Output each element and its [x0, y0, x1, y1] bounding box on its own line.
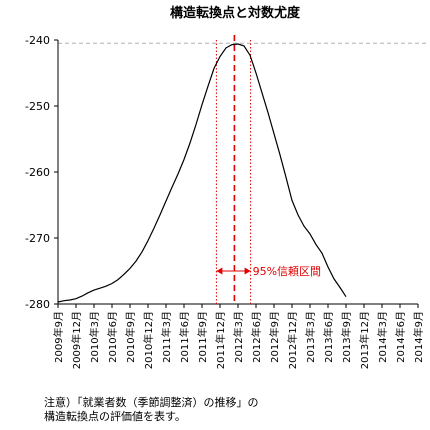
- x-tick-label: 2014年6月: [394, 311, 407, 363]
- y-tick-label: -270: [25, 232, 50, 245]
- x-tick-label: 2010年12月: [142, 311, 155, 369]
- x-tick-label: 2012年12月: [286, 311, 299, 369]
- interval-arrowhead-left: [216, 267, 223, 275]
- interval-label: 95%信頼区間: [253, 265, 321, 278]
- x-tick-label: 2013年3月: [304, 311, 317, 363]
- y-tick-label: -250: [25, 100, 50, 113]
- x-tick-label: 2013年9月: [340, 311, 353, 363]
- x-tick-label: 2011年9月: [196, 311, 209, 363]
- x-tick-label: 2010年3月: [88, 311, 101, 363]
- footnote: 注意）「就業者数（季節調整済）の推移」の 構造転換点の評価値を表す。: [44, 396, 259, 424]
- x-tick-label: 2014年9月: [412, 311, 425, 363]
- interval-arrowhead-right: [244, 267, 251, 275]
- x-tick-label: 2009年12月: [70, 311, 83, 369]
- x-tick-label: 2012年9月: [268, 311, 281, 363]
- x-tick-label: 2011年3月: [160, 311, 173, 363]
- y-tick-label: -260: [25, 166, 50, 179]
- x-tick-label: 2011年6月: [178, 311, 191, 363]
- y-tick-label: -280: [25, 298, 50, 311]
- x-tick-label: 2013年6月: [322, 311, 335, 363]
- chart-title: 構造転換点と対数尤度: [170, 5, 301, 21]
- x-tick-label: 2013年12月: [358, 311, 371, 369]
- y-tick-label: -240: [25, 34, 50, 47]
- series-line: [57, 43, 347, 303]
- x-tick-label: 2010年9月: [124, 311, 137, 363]
- x-tick-label: 2009年9月: [52, 311, 65, 363]
- footnote-line-1: 注意）「就業者数（季節調整済）の推移」の: [44, 396, 259, 409]
- x-tick-label: 2012年3月: [232, 311, 245, 363]
- x-tick-label: 2010年6月: [106, 311, 119, 363]
- x-tick-label: 2011年12月: [214, 311, 227, 369]
- x-tick-label: 2012年6月: [250, 311, 263, 363]
- footnote-line-2: 構造転換点の評価値を表す。: [44, 410, 186, 423]
- x-tick-label: 2014年3月: [376, 311, 389, 363]
